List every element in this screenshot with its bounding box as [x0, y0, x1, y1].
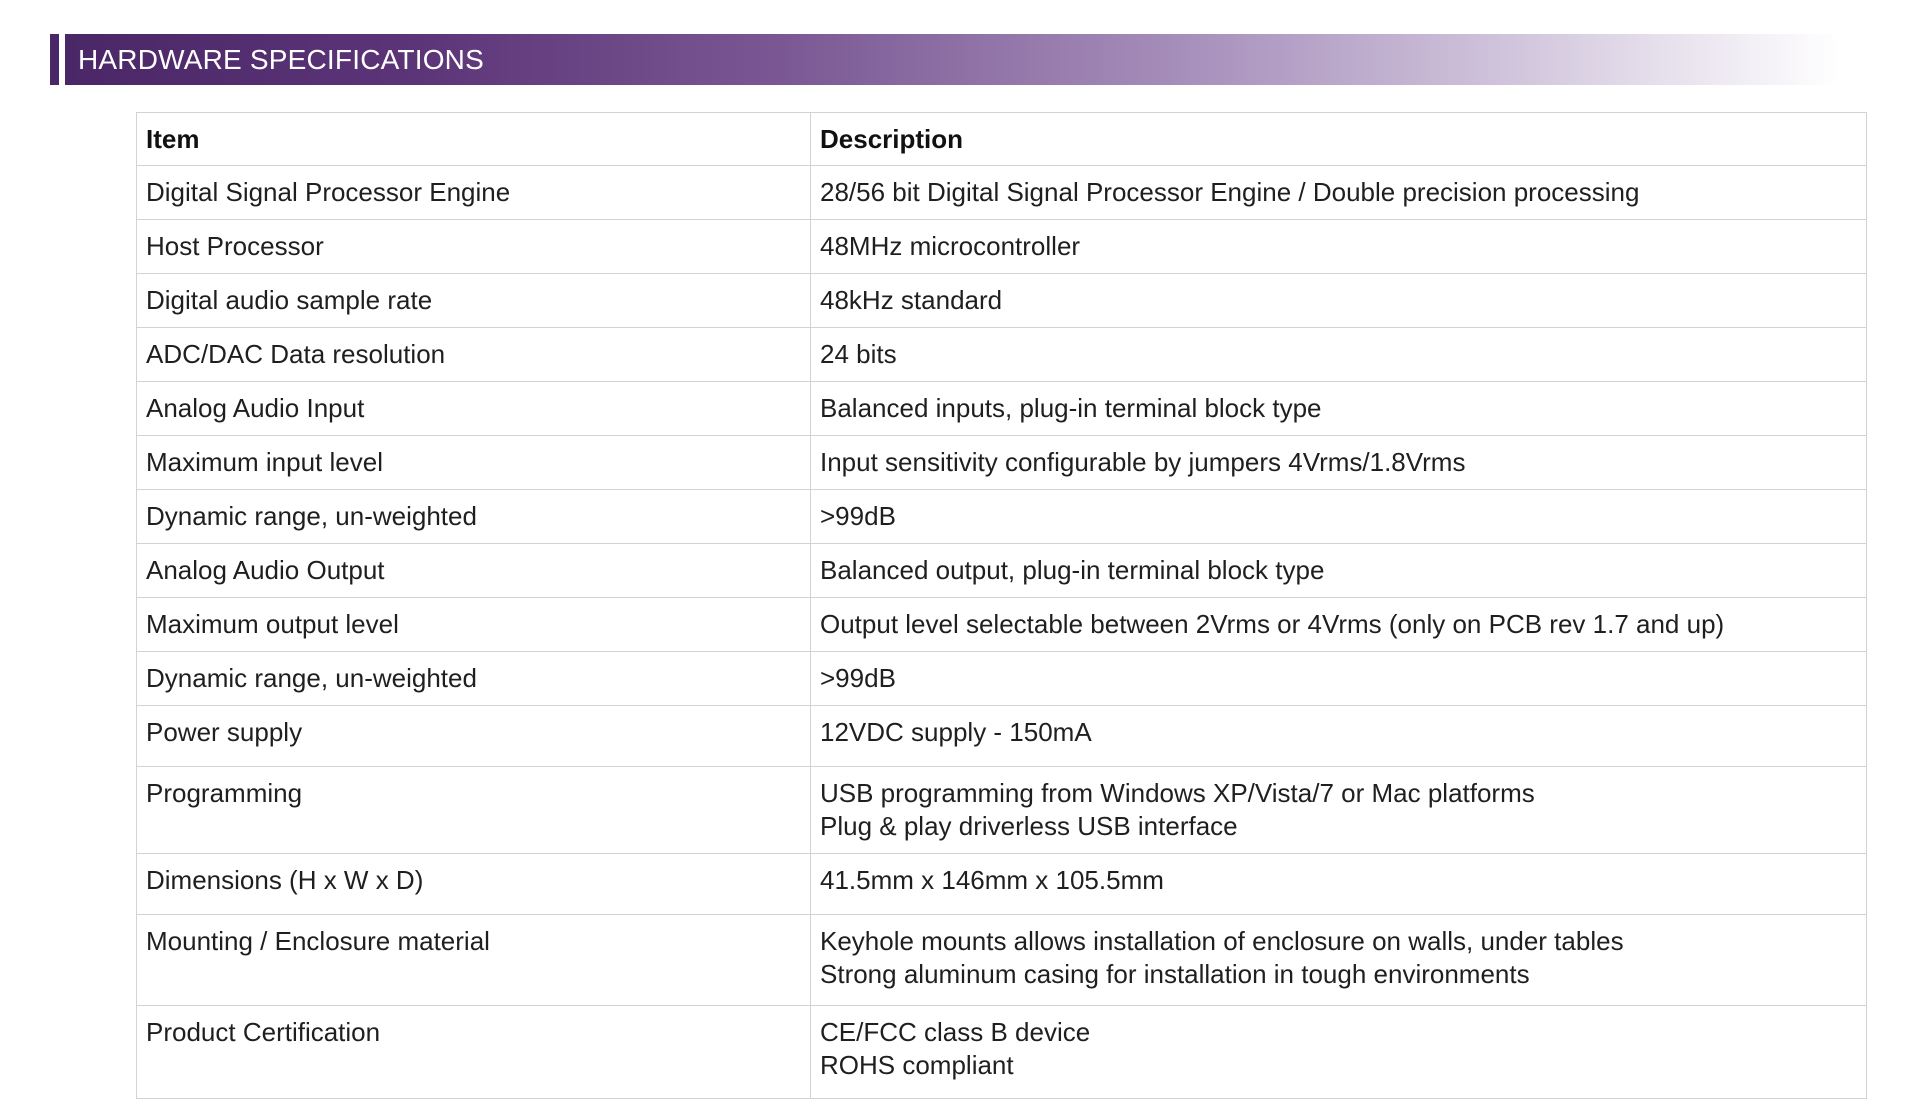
- description-line: Output level selectable between 2Vrms or…: [820, 609, 1725, 639]
- description-cell: Balanced inputs, plug-in terminal block …: [810, 381, 1867, 436]
- description-cell: 41.5mm x 146mm x 105.5mm: [810, 853, 1867, 915]
- table-row: Dimensions (H x W x D) 41.5mm x 146mm x …: [136, 853, 1867, 915]
- description-cell: Output level selectable between 2Vrms or…: [810, 597, 1867, 652]
- section-title: HARDWARE SPECIFICATIONS: [78, 43, 484, 75]
- description-cell: USB programming from Windows XP/Vista/7 …: [810, 766, 1867, 854]
- description-cell: Balanced output, plug-in terminal block …: [810, 543, 1867, 598]
- section-header: HARDWARE SPECIFICATIONS: [50, 34, 1840, 85]
- description-cell: 12VDC supply - 150mA: [810, 705, 1867, 767]
- description-line: USB programming from Windows XP/Vista/7 …: [820, 778, 1535, 808]
- table-row: Product Certification CE/FCC class B dev…: [136, 1005, 1867, 1099]
- table-row: Maximum input level Input sensitivity co…: [136, 435, 1867, 490]
- table-row: Maximum output level Output level select…: [136, 597, 1867, 652]
- table-header-row: Item Description: [136, 112, 1867, 166]
- item-cell: Analog Audio Output: [136, 543, 811, 598]
- description-line: Input sensitivity configurable by jumper…: [820, 447, 1466, 477]
- column-header-item: Item: [136, 112, 811, 166]
- item-cell: Dimensions (H x W x D): [136, 853, 811, 915]
- table-row: Analog Audio Output Balanced output, plu…: [136, 543, 1867, 598]
- description-cell: Input sensitivity configurable by jumper…: [810, 435, 1867, 490]
- description-line: Balanced output, plug-in terminal block …: [820, 555, 1325, 585]
- description-line: Plug & play driverless USB interface: [820, 811, 1238, 841]
- table-row: ADC/DAC Data resolution 24 bits: [136, 327, 1867, 382]
- table-row: Analog Audio Input Balanced inputs, plug…: [136, 381, 1867, 436]
- item-cell: Programming: [136, 766, 811, 854]
- item-cell: Analog Audio Input: [136, 381, 811, 436]
- table-row: Host Processor 48MHz microcontroller: [136, 219, 1867, 274]
- description-line: Balanced inputs, plug-in terminal block …: [820, 393, 1322, 423]
- item-cell: Dynamic range, un-weighted: [136, 651, 811, 706]
- description-line: 41.5mm x 146mm x 105.5mm: [820, 865, 1164, 895]
- description-line: >99dB: [820, 663, 896, 693]
- description-cell: >99dB: [810, 651, 1867, 706]
- item-cell: Mounting / Enclosure material: [136, 914, 811, 1006]
- table-row: Digital audio sample rate 48kHz standard: [136, 273, 1867, 328]
- table-row: Programming USB programming from Windows…: [136, 766, 1867, 854]
- description-line: ROHS compliant: [820, 1050, 1014, 1080]
- hardware-spec-table: Item Description Digital Signal Processo…: [136, 112, 1867, 1099]
- item-cell: Product Certification: [136, 1005, 811, 1099]
- description-line: 28/56 bit Digital Signal Processor Engin…: [820, 177, 1640, 207]
- table-row: Dynamic range, un-weighted >99dB: [136, 489, 1867, 544]
- description-line: CE/FCC class B device: [820, 1017, 1091, 1047]
- table-row: Power supply 12VDC supply - 150mA: [136, 705, 1867, 767]
- table-row: Digital Signal Processor Engine 28/56 bi…: [136, 165, 1867, 220]
- item-cell: Power supply: [136, 705, 811, 767]
- description-cell: >99dB: [810, 489, 1867, 544]
- header-accent-bar: [50, 34, 59, 85]
- description-cell: 28/56 bit Digital Signal Processor Engin…: [810, 165, 1867, 220]
- description-cell: CE/FCC class B device ROHS compliant: [810, 1005, 1867, 1099]
- item-cell: Maximum output level: [136, 597, 811, 652]
- header-gradient-band: HARDWARE SPECIFICATIONS: [65, 34, 1840, 85]
- table-row: Mounting / Enclosure material Keyhole mo…: [136, 914, 1867, 1006]
- item-cell: Digital Signal Processor Engine: [136, 165, 811, 220]
- description-line: Keyhole mounts allows installation of en…: [820, 926, 1624, 956]
- description-cell: 48kHz standard: [810, 273, 1867, 328]
- description-cell: Keyhole mounts allows installation of en…: [810, 914, 1867, 1006]
- description-line: 48MHz microcontroller: [820, 231, 1081, 261]
- description-line: Strong aluminum casing for installation …: [820, 959, 1530, 989]
- table-row: Dynamic range, un-weighted >99dB: [136, 651, 1867, 706]
- description-line: 48kHz standard: [820, 285, 1003, 315]
- description-line: 24 bits: [820, 339, 897, 369]
- item-cell: Host Processor: [136, 219, 811, 274]
- column-header-description: Description: [810, 112, 1867, 166]
- description-cell: 48MHz microcontroller: [810, 219, 1867, 274]
- item-cell: ADC/DAC Data resolution: [136, 327, 811, 382]
- description-cell: 24 bits: [810, 327, 1867, 382]
- item-cell: Dynamic range, un-weighted: [136, 489, 811, 544]
- description-line: 12VDC supply - 150mA: [820, 717, 1092, 747]
- item-cell: Maximum input level: [136, 435, 811, 490]
- item-cell: Digital audio sample rate: [136, 273, 811, 328]
- description-line: >99dB: [820, 501, 896, 531]
